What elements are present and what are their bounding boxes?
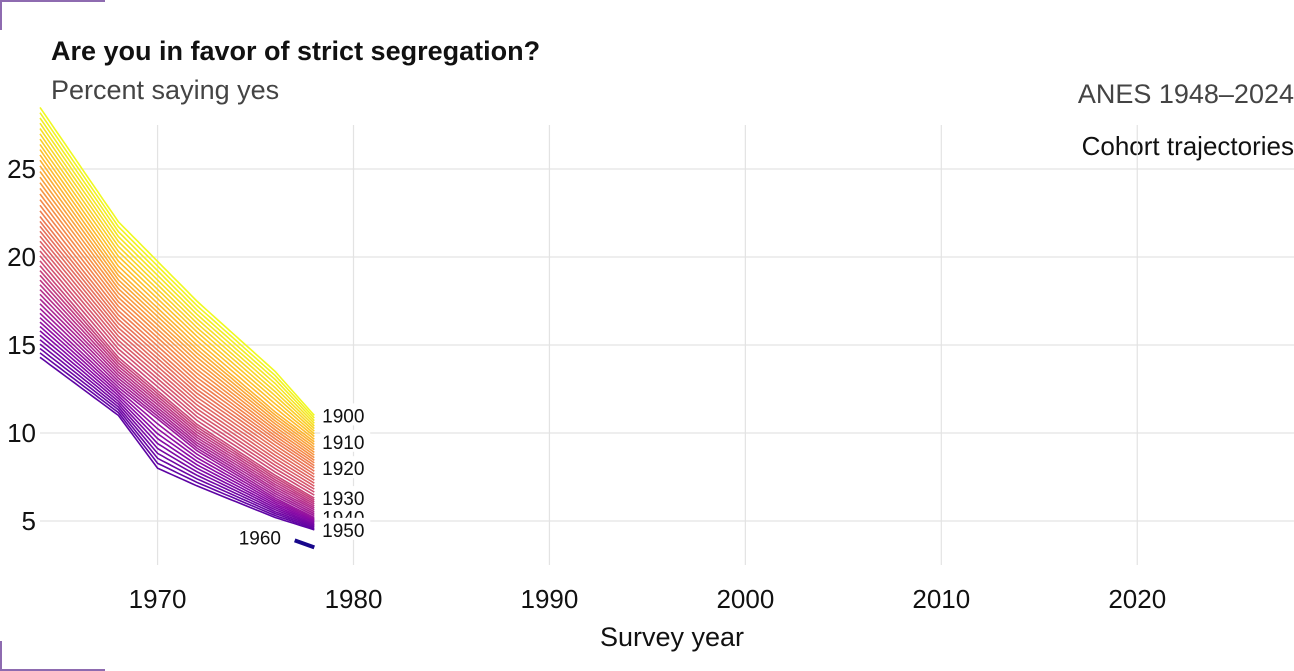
cohort-line: [39, 225, 315, 475]
end-label-bg: [320, 517, 371, 540]
end-label-bg: [320, 486, 371, 509]
cohort-line: [39, 317, 315, 520]
cohort-line: [39, 149, 315, 438]
x-tick-label: 2020: [1108, 584, 1166, 614]
cohort-line: [39, 138, 315, 432]
cohort-line: [39, 216, 315, 469]
cohort-line: [39, 112, 315, 419]
x-tick-label: 1990: [521, 584, 579, 614]
cohort-line: [39, 133, 315, 430]
x-tick-label: 1980: [325, 584, 383, 614]
end-label-bg: [320, 429, 371, 452]
cohort-line: [39, 321, 315, 521]
cohort-line: [39, 199, 315, 461]
end-label: 1900: [322, 406, 364, 427]
cohort-line: [39, 343, 315, 527]
cohort-line: [39, 193, 315, 459]
cohort-line: [39, 270, 315, 501]
cohort-line: [39, 230, 315, 478]
cohort-line: [39, 128, 315, 427]
cohort-line: [39, 265, 315, 499]
cohort-line: [39, 122, 315, 424]
cohort-line: [39, 260, 315, 496]
cohort-line: [39, 284, 315, 507]
x-tick-label: 2000: [716, 584, 774, 614]
x-tick-label: 1970: [129, 584, 187, 614]
cohort-line: [39, 298, 315, 513]
chart-title: Are you in favor of strict segregation?: [51, 36, 541, 66]
cohort-line: [39, 154, 315, 440]
cohort-line: [39, 176, 315, 451]
y-tick-label: 10: [7, 418, 36, 448]
y-tick-label: 5: [22, 506, 36, 536]
cohort-line: [294, 538, 315, 550]
end-label: 1930: [322, 489, 364, 510]
cohort-line: [39, 240, 315, 484]
cohort-line: [39, 250, 315, 490]
cohort-line: [39, 165, 315, 446]
cohort-line: [39, 235, 315, 481]
cohort-line: [39, 325, 315, 522]
y-tick-label: 15: [7, 330, 36, 360]
end-label: 1920: [322, 459, 364, 480]
cohort-line: [39, 143, 315, 435]
cohort-line: [39, 330, 315, 524]
y-tick-label: 25: [7, 154, 36, 184]
cohort-line: [39, 339, 315, 526]
cohort-line: [39, 106, 315, 416]
cohort-line: [39, 289, 315, 509]
y-tick-label: 20: [7, 242, 36, 272]
panel-label: Cohort trajectories: [1081, 131, 1294, 161]
x-tick-label: 2010: [912, 584, 970, 614]
end-label: 1950: [322, 521, 364, 542]
cohort-line: [39, 347, 315, 529]
cohort-line: [39, 117, 315, 422]
cohort-line: [39, 334, 315, 525]
frame-corner-top-left: [0, 0, 105, 30]
cohort-line: [39, 293, 315, 511]
chart-subtitle: Percent saying yes: [51, 75, 280, 105]
cohort-line: [39, 204, 315, 464]
end-label: 1910: [322, 433, 364, 454]
cohort-line: [39, 245, 315, 487]
inline-label: 1960: [239, 528, 281, 549]
cohort-line: [39, 187, 315, 456]
end-label-bg: [320, 403, 371, 426]
x-axis-label: Survey year: [599, 622, 745, 652]
cohort-line: [39, 308, 315, 517]
frame-corner-bottom-left: [0, 641, 105, 671]
inline-label-bg: [221, 526, 278, 551]
cohort-line: [39, 352, 315, 530]
cohort-line: [39, 159, 315, 443]
cohort-line: [39, 255, 315, 493]
cohort-line: [39, 303, 315, 515]
end-label-bg: [320, 456, 371, 479]
source-label: ANES 1948–2024: [1077, 79, 1294, 109]
cohort-line: [39, 312, 315, 519]
cohort-line: [39, 171, 315, 448]
cohort-line: [39, 356, 315, 531]
cohort-line: [39, 274, 315, 503]
cohort-line: [39, 279, 315, 505]
cohort-line: [39, 210, 315, 467]
cohort-line: [39, 220, 315, 472]
cohort-line: [39, 182, 315, 454]
